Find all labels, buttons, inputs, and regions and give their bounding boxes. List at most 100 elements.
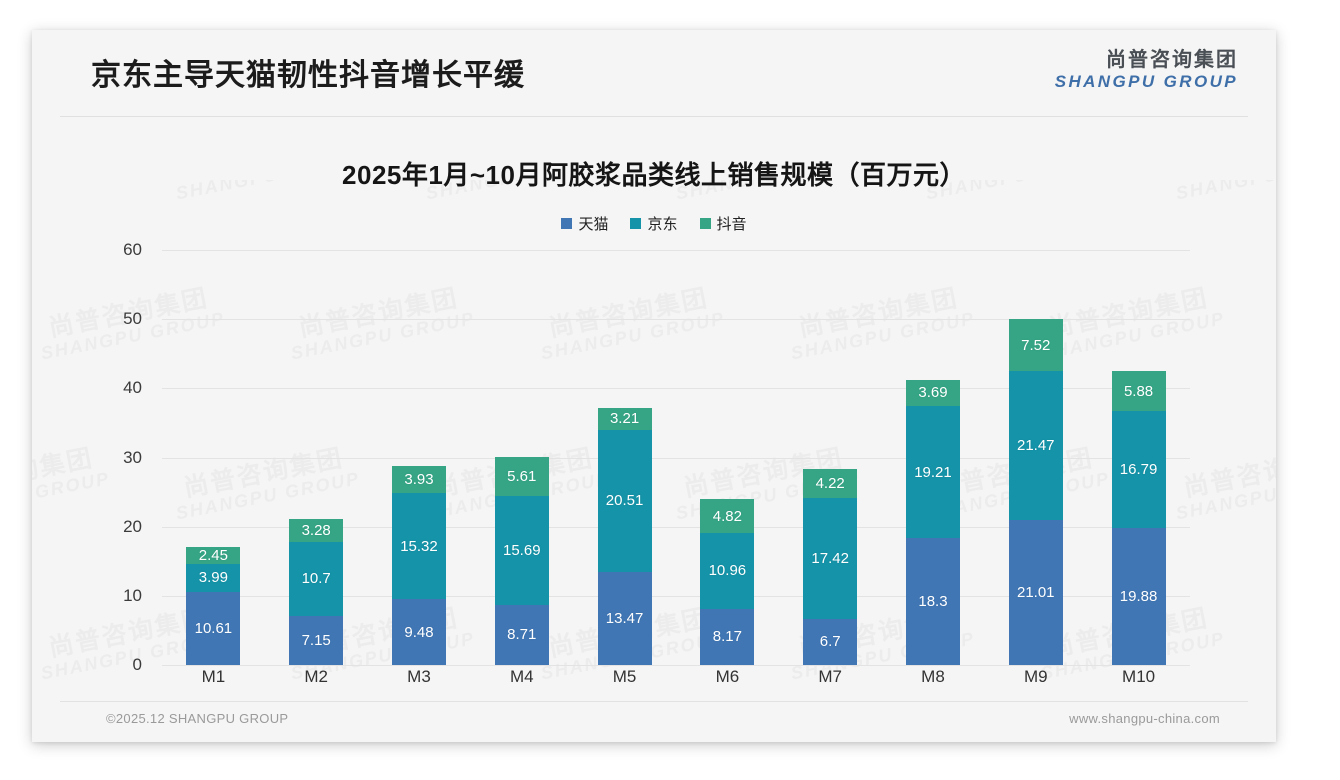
gridline — [162, 388, 1190, 390]
bar-segment-抖音[interactable]: 3.93 — [391, 466, 446, 494]
bar-stack: 5.61 15.69 8.71 — [494, 457, 549, 665]
bar-segment-抖音[interactable]: 5.61 — [494, 457, 549, 497]
bar-column-M6[interactable]: 4.82 10.96 8.17 — [676, 250, 779, 665]
bar-segment-天猫[interactable]: 8.71 — [494, 604, 549, 665]
gridline — [162, 250, 1190, 251]
header-divider — [60, 116, 1248, 117]
legend-label: 天猫 — [578, 216, 609, 233]
bar-column-M3[interactable]: 3.93 15.32 9.48 — [368, 250, 471, 665]
bar-segment-天猫[interactable]: 6.7 — [803, 618, 858, 665]
bar-column-M4[interactable]: 5.61 15.69 8.71 — [470, 250, 573, 665]
bar-segment-京东[interactable]: 16.79 — [1111, 411, 1166, 528]
gridline — [162, 595, 1190, 597]
bar-stack: 3.93 15.32 9.48 — [391, 466, 446, 665]
bar-value-label: 10.7 — [301, 570, 331, 588]
bar-segment-京东[interactable]: 19.21 — [905, 405, 960, 539]
bar-segment-抖音[interactable]: 3.21 — [597, 407, 652, 430]
bar-segment-天猫[interactable]: 10.61 — [186, 591, 241, 665]
x-axis-tick-label: M7 — [818, 667, 842, 686]
bar-segment-京东[interactable]: 3.99 — [186, 564, 241, 592]
legend-label: 抖音 — [716, 216, 747, 233]
bar-column-M2[interactable]: 3.28 10.7 7.15 — [265, 250, 368, 665]
bar-column-M10[interactable]: 5.88 16.79 19.88 — [1087, 250, 1190, 665]
bar-segment-抖音[interactable]: 2.45 — [186, 547, 241, 565]
brand-logo-en: SHANGPU GROUP — [1054, 72, 1238, 91]
bar-segment-京东[interactable]: 21.47 — [1008, 371, 1063, 520]
brand-logo: 尚普咨询集团 SHANGPU GROUP — [1055, 50, 1238, 91]
legend-swatch-icon — [561, 218, 573, 229]
bar-value-label: 3.99 — [198, 569, 228, 587]
footer-website: www.shangpu-china.com — [1069, 711, 1220, 726]
bar-stack: 2.45 3.99 10.61 — [186, 547, 241, 665]
y-axis-tick-label: 20 — [123, 516, 142, 536]
footer-divider — [60, 701, 1248, 702]
legend-item-天猫[interactable]: 天猫 — [561, 213, 608, 234]
bar-segment-天猫[interactable]: 13.47 — [597, 571, 652, 665]
x-axis-tick-label: M4 — [509, 667, 534, 686]
bar-column-M5[interactable]: 3.21 20.51 13.47 — [573, 250, 676, 665]
legend-item-京东[interactable]: 京东 — [630, 213, 678, 234]
bar-segment-抖音[interactable]: 5.88 — [1111, 370, 1166, 412]
bar-column-M9[interactable]: 7.52 21.47 21.01 — [984, 250, 1087, 665]
bar-value-label: 3.93 — [404, 471, 434, 489]
bar-segment-抖音[interactable]: 4.22 — [803, 469, 858, 499]
x-axis-tick-label: M6 — [715, 667, 740, 686]
bar-value-label: 3.21 — [609, 410, 640, 428]
bar-column-M1[interactable]: 2.45 3.99 10.61 — [162, 250, 265, 665]
bar-segment-天猫[interactable]: 9.48 — [391, 599, 446, 665]
bar-value-label: 18.3 — [918, 593, 948, 611]
bar-segment-京东[interactable]: 20.51 — [597, 429, 652, 572]
legend-item-抖音[interactable]: 抖音 — [699, 213, 747, 234]
gridline — [162, 665, 1190, 666]
bar-column-M7[interactable]: 4.22 17.42 6.7 — [779, 250, 882, 665]
bar-segment-天猫[interactable]: 19.88 — [1111, 527, 1166, 665]
bar-segment-天猫[interactable]: 7.15 — [289, 615, 344, 665]
bar-value-label: 10.96 — [708, 562, 747, 580]
bar-column-M8[interactable]: 3.69 19.21 18.3 — [882, 250, 985, 665]
bar-segment-抖音[interactable]: 4.82 — [700, 499, 755, 533]
bar-stack: 4.22 17.42 6.7 — [803, 469, 858, 665]
y-axis-tick-label: 30 — [123, 447, 142, 467]
bar-segment-京东[interactable]: 17.42 — [803, 498, 858, 619]
y-axis-tick-label: 40 — [123, 378, 142, 398]
x-axis-tick-label: M8 — [921, 667, 945, 686]
x-axis-tick-label: M5 — [612, 667, 637, 686]
slide-header: 京东主导天猫韧性抖音增长平缓 尚普咨询集团 SHANGPU GROUP — [32, 30, 1276, 112]
bar-segment-抖音[interactable]: 3.69 — [905, 380, 960, 406]
page-title: 京东主导天猫韧性抖音增长平缓 — [91, 59, 525, 92]
slide-card: 京东主导天猫韧性抖音增长平缓 尚普咨询集团 SHANGPU GROUP 尚普咨询… — [32, 30, 1276, 742]
bar-segment-天猫[interactable]: 8.17 — [700, 608, 755, 665]
gridline — [162, 457, 1190, 459]
bar-stack: 3.28 10.7 7.15 — [289, 518, 344, 665]
chart-title: 2025年1月~10月阿胶浆品类线上销售规模（百万元） — [342, 160, 966, 190]
bar-value-label: 7.15 — [301, 631, 331, 649]
bar-segment-抖音[interactable]: 7.52 — [1008, 319, 1063, 372]
bar-value-label: 16.79 — [1119, 460, 1158, 478]
bar-value-label: 13.47 — [605, 609, 644, 627]
bar-segment-京东[interactable]: 10.96 — [700, 532, 755, 609]
legend-swatch-icon — [699, 218, 711, 229]
y-axis-tick-label: 50 — [123, 309, 142, 329]
bar-value-label: 6.7 — [819, 633, 841, 651]
y-axis: 0 10 20 30 40 50 60 — [32, 240, 150, 674]
bar-value-label: 5.61 — [507, 468, 537, 486]
bar-value-label: 15.32 — [400, 537, 438, 555]
bar-value-label: 19.88 — [1119, 587, 1158, 605]
plot-area: 2.45 3.99 10.61 3.28 10.7 7.15 3.93 15.32 9.48 5.… — [162, 250, 1190, 666]
y-axis-tick-label: 0 — [132, 655, 142, 674]
bar-segment-天猫[interactable]: 18.3 — [905, 538, 960, 665]
y-axis-tick-label: 10 — [123, 585, 142, 605]
bar-value-label: 20.51 — [605, 492, 644, 510]
footer-copyright: ©2025.12 SHANGPU GROUP — [106, 711, 289, 726]
bar-segment-京东[interactable]: 15.32 — [391, 493, 446, 600]
bar-value-label: 7.52 — [1021, 336, 1051, 354]
bar-segment-抖音[interactable]: 3.28 — [289, 518, 344, 542]
bar-value-label: 3.69 — [918, 384, 948, 402]
bar-segment-天猫[interactable]: 21.01 — [1008, 519, 1063, 665]
bar-segment-京东[interactable]: 10.7 — [289, 541, 344, 616]
legend-swatch-icon — [630, 218, 642, 229]
bar-stack: 5.88 16.79 19.88 — [1111, 370, 1166, 665]
bar-segment-京东[interactable]: 15.69 — [494, 496, 549, 605]
bar-value-label: 5.88 — [1123, 382, 1154, 400]
